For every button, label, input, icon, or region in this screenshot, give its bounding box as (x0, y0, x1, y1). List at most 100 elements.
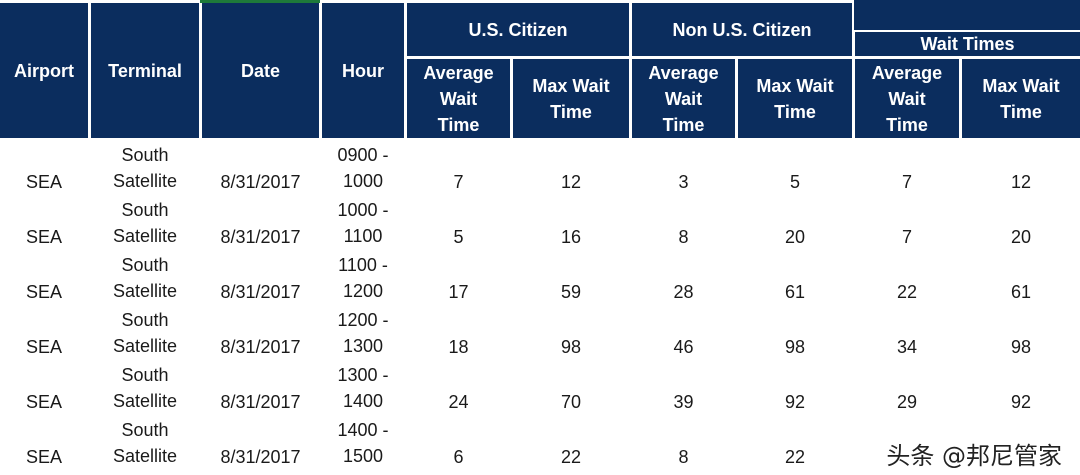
col-header-airport-label: Airport (14, 60, 74, 81)
cell-hour-line1: 0900 - (337, 145, 389, 165)
cell-non-us-average: 28 (673, 282, 694, 302)
cell-hour: 0900 - 1000 (322, 142, 404, 194)
cell-us-max: 59 (560, 282, 582, 302)
subheader-line: Time (550, 101, 592, 122)
subheader-line: Time (1000, 101, 1042, 122)
cell-terminal-line2: Satellite (112, 391, 178, 411)
cell-airport: SEA (25, 227, 63, 247)
cell-date: 8/31/2017 (220, 282, 301, 302)
cell-non-us-max: 20 (784, 227, 806, 247)
cell-non-us-average: 8 (678, 227, 689, 247)
col-header-hour: Hour (322, 3, 404, 138)
subheader-all-max: Max Wait Time (962, 59, 1080, 138)
table-row: SEA South Satellite 8/31/2017 1100 -1200 … (0, 250, 1080, 305)
cell-all-max: 12 (1010, 172, 1032, 192)
cell-non-us-average: 39 (673, 392, 694, 412)
table-row: SEA South Satellite 8/31/2017 1300 -1400 … (0, 360, 1080, 415)
subheader-line: Wait (888, 88, 926, 109)
cell-all-max: 98 (1010, 337, 1032, 357)
subheader-line: Average (423, 62, 494, 83)
cell-all-max: 92 (1010, 392, 1032, 412)
cell-date: 8/31/2017 (220, 447, 301, 467)
cell-date: 8/31/2017 (220, 337, 301, 357)
cell-terminal-line2: Satellite (112, 171, 178, 191)
cell-airport: SEA (25, 282, 63, 302)
group-header-non-us-citizen-label: Non U.S. Citizen (672, 19, 812, 40)
subheader-line: Max Wait (532, 75, 610, 96)
cell-us-average: 18 (448, 337, 469, 357)
cell-terminal-line2: Satellite (112, 281, 178, 301)
col-header-terminal-label: Terminal (108, 60, 182, 81)
cell-terminal-line1: South (121, 365, 169, 385)
cell-terminal: South Satellite (91, 142, 199, 194)
header-top-bar (854, 0, 1080, 30)
subheader-line: Max Wait (982, 75, 1060, 96)
cell-terminal-line2: Satellite (112, 446, 178, 466)
cell-terminal: South Satellite (91, 252, 199, 304)
cell-all-max: 61 (1010, 282, 1032, 302)
cell-hour: 1300 - 1400 (322, 362, 404, 414)
cell-all-average: 7 (901, 227, 912, 247)
cell-non-us-max: 92 (784, 392, 806, 412)
group-header-wait-times-label: Wait Times (920, 34, 1015, 54)
cell-hour: 1200 - 1300 (322, 307, 404, 359)
cell-us-average: 24 (448, 392, 469, 412)
cell-hour-line1: 1400 - (337, 420, 389, 440)
cell-hour-line2: 1200 (342, 281, 384, 301)
subheader-line: Time (662, 114, 705, 135)
cell-us-max: 16 (560, 227, 582, 247)
cell-hour-line2: 1000 (342, 171, 384, 191)
col-header-airport: Airport (0, 3, 88, 138)
cell-airport: SEA (25, 337, 63, 357)
watermark-text: 头条 @邦尼管家 (882, 436, 1066, 471)
cell-airport: SEA (25, 447, 63, 467)
cell-all-average: 7 (901, 172, 912, 192)
cell-date: 8/31/2017 (220, 392, 301, 412)
table-row: SEA South Satellite 8/31/2017 1400 -1500 … (0, 415, 1080, 470)
table-row: SEA South Satellite 8/31/2017 1000 -1100 … (0, 195, 1080, 250)
cell-terminal: South Satellite (91, 197, 199, 249)
cell-us-max: 12 (560, 172, 582, 192)
cell-non-us-average: 8 (678, 447, 689, 467)
cell-non-us-max: 61 (784, 282, 806, 302)
group-header-us-citizen: U.S. Citizen (407, 3, 629, 56)
cell-us-average: 17 (448, 282, 469, 302)
cell-non-us-max: 22 (784, 447, 806, 467)
cell-terminal-line1: South (121, 420, 169, 440)
subheader-line: Time (886, 114, 928, 135)
cell-terminal-line1: South (121, 145, 169, 165)
subheader-line: Average (871, 62, 943, 83)
cell-all-average: 22 (896, 282, 918, 302)
cell-terminal-line2: Satellite (112, 226, 178, 246)
cell-hour-line1: 1100 - (338, 255, 388, 275)
cell-non-us-average: 46 (673, 337, 694, 357)
cell-hour-line2: 1400 (342, 391, 384, 411)
cell-terminal: South Satellite (91, 307, 199, 359)
cell-terminal: South Satellite (91, 362, 199, 414)
subheader-non-us-max: Max Wait Time (738, 59, 852, 138)
subheader-line: Average (648, 62, 719, 83)
subheader-us-max: Max Wait Time (513, 59, 629, 138)
cell-hour-line2: 1100 (343, 226, 383, 246)
cell-all-max: 20 (1010, 227, 1032, 247)
cell-date: 8/31/2017 (220, 227, 301, 247)
cell-us-average: 6 (453, 447, 464, 467)
cell-hour: 1100 - 1200 (322, 252, 404, 304)
cell-us-average: 7 (453, 172, 464, 192)
subheader-non-us-average: Average Wait Time (632, 59, 735, 138)
cell-non-us-average: 3 (678, 172, 689, 192)
cell-hour-line1: 1200 - (337, 310, 389, 330)
subheader-line: Wait (664, 88, 703, 109)
cell-hour: 1000 - 1100 (322, 197, 404, 249)
cell-non-us-max: 5 (789, 172, 800, 192)
table-row: SEA South Satellite 8/31/2017 1200 -1300 … (0, 305, 1080, 360)
col-header-date: Date (202, 3, 319, 138)
subheader-line: Wait (439, 88, 478, 109)
cell-terminal-line1: South (121, 310, 169, 330)
cell-terminal-line1: South (121, 255, 169, 275)
cell-us-max: 98 (560, 337, 582, 357)
group-header-us-citizen-label: U.S. Citizen (468, 19, 568, 40)
cell-hour-line1: 1300 - (337, 365, 389, 385)
cell-all-average: 34 (896, 337, 918, 357)
group-header-wait-times: Wait Times (855, 32, 1080, 56)
